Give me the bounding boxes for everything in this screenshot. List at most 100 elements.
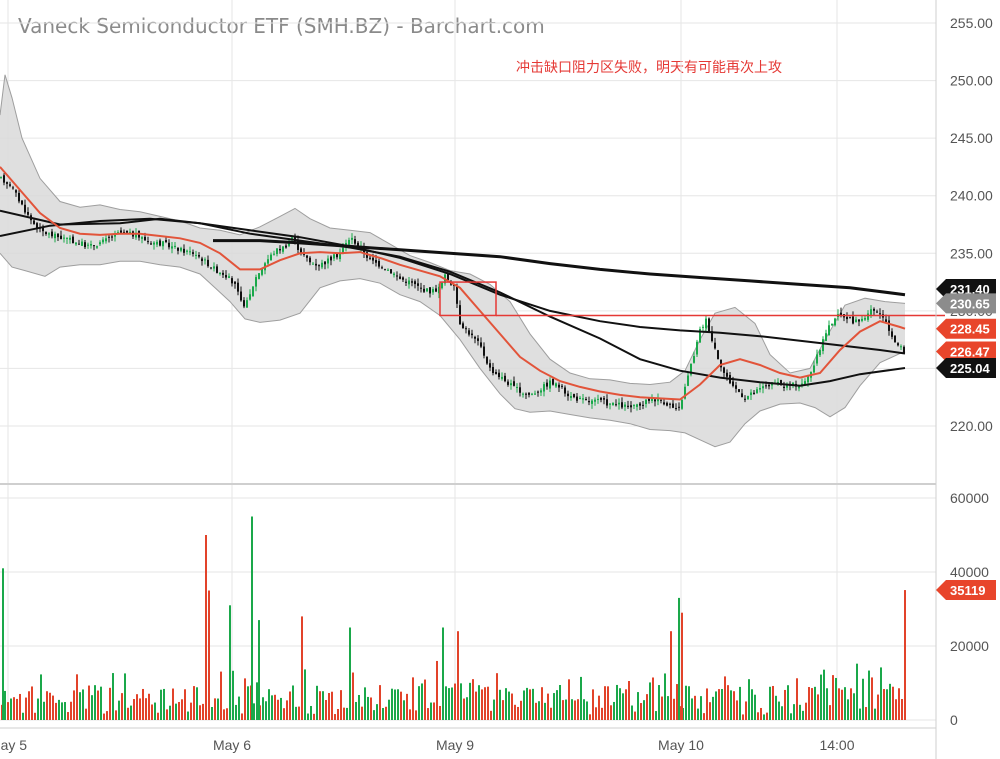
volume-bar (835, 677, 837, 720)
candle-body (477, 338, 479, 341)
candle-body (174, 245, 176, 248)
candle-body (900, 346, 902, 348)
volume-bar (214, 698, 216, 720)
volume-spike (904, 590, 906, 720)
candle-body (759, 387, 761, 390)
volume-bar (517, 706, 519, 720)
volume-bar (319, 691, 321, 720)
candle-body (69, 237, 71, 240)
volume-bar (865, 707, 867, 720)
candle-body (153, 242, 155, 245)
volume-bar (562, 700, 564, 720)
price-tag-label: 230.65 (950, 296, 990, 311)
volume-bar (388, 699, 390, 720)
volume-bar (502, 700, 504, 720)
candle-body (498, 372, 500, 378)
candle-body (387, 269, 389, 271)
volume-bar (133, 699, 135, 720)
candle-body (525, 393, 527, 395)
volume-bar (610, 705, 612, 720)
candle-body (102, 239, 104, 243)
candle-body (489, 363, 491, 368)
volume-bar (850, 688, 852, 720)
volume-bar (94, 685, 96, 720)
candle-body (105, 238, 107, 242)
volume-bar (49, 692, 51, 720)
volume-spike (2, 568, 4, 720)
candle-body (315, 263, 317, 266)
volume-bar (322, 691, 324, 720)
candle-body (210, 267, 212, 269)
volume-bar (415, 710, 417, 720)
volume-bar (31, 686, 33, 720)
volume-bar (109, 687, 111, 720)
volume-bar (544, 702, 546, 720)
candle-body (186, 250, 188, 252)
volume-bar (637, 692, 639, 720)
volume-bar (199, 705, 201, 720)
volume-bar (496, 673, 498, 720)
candle-body (735, 385, 737, 389)
volume-bar (283, 708, 285, 720)
candle-body (822, 339, 824, 352)
candle-body (714, 342, 716, 349)
volume-bar (475, 691, 477, 720)
volume-bar (328, 693, 330, 720)
candle-body (648, 398, 650, 401)
candle-body (57, 233, 59, 238)
volume-bar (226, 708, 228, 720)
time-axis-tick: 14:00 (819, 737, 854, 753)
candle-body (675, 408, 677, 410)
volume-bar (778, 701, 780, 720)
candle-body (63, 237, 65, 239)
volume-bar (313, 713, 315, 720)
candle-body (600, 397, 602, 400)
volume-bar (154, 702, 156, 720)
volume-bar (355, 701, 357, 720)
candle-body (705, 318, 707, 329)
candle-body (717, 350, 719, 359)
volume-bar (166, 709, 168, 720)
volume-bar (736, 700, 738, 720)
volume-bar (61, 702, 63, 720)
candle-body (510, 383, 512, 386)
candle-body (222, 272, 224, 275)
candle-body (531, 393, 533, 395)
candle-body (402, 277, 404, 280)
candle-body (336, 254, 338, 258)
candle-body (414, 281, 416, 285)
volume-bar (727, 685, 729, 720)
candle-body (612, 402, 614, 405)
price-axis-tick: 235.00 (950, 245, 993, 261)
candle-body (9, 184, 11, 186)
candle-body (579, 397, 581, 400)
candle-body (15, 190, 17, 193)
candle-body (6, 182, 8, 184)
candle-body (234, 281, 236, 284)
volume-bar (805, 702, 807, 720)
volume-bar (571, 699, 573, 720)
grid-lines (0, 0, 936, 721)
price-tag-label: 231.40 (950, 282, 990, 297)
candle-body (297, 240, 299, 250)
volume-bar (181, 699, 183, 720)
volume-bar (439, 705, 441, 720)
candle-body (96, 246, 98, 248)
volume-bar (397, 689, 399, 720)
candle-body (318, 265, 320, 267)
volume-bar (841, 689, 843, 720)
candle-body (411, 281, 413, 283)
volume-bar (889, 683, 891, 720)
candle-body (897, 343, 899, 346)
volume-bar (427, 708, 429, 720)
candle-body (156, 241, 158, 245)
volume-bar (718, 689, 720, 720)
candle-body (372, 257, 374, 261)
candle-body (339, 253, 341, 260)
candle-body (441, 282, 443, 289)
candle-body (54, 233, 56, 239)
volume-bar (358, 694, 360, 720)
price-tag-shape (936, 318, 996, 339)
volume-bar (880, 667, 882, 720)
